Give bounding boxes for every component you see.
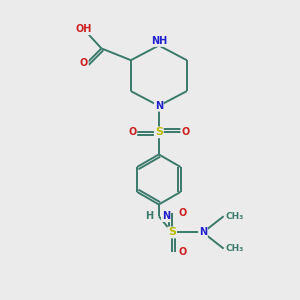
Text: N: N — [155, 101, 163, 111]
Text: NH: NH — [151, 36, 167, 46]
Text: O: O — [128, 127, 136, 137]
Text: O: O — [80, 58, 88, 68]
Text: S: S — [168, 227, 176, 237]
Text: H: H — [146, 211, 154, 221]
Text: S: S — [155, 127, 163, 137]
Text: OH: OH — [76, 24, 92, 34]
Text: CH₃: CH₃ — [225, 212, 243, 221]
Text: O: O — [178, 247, 187, 256]
Text: N: N — [162, 211, 170, 221]
Text: O: O — [178, 208, 187, 218]
Text: N: N — [199, 227, 207, 237]
Text: CH₃: CH₃ — [225, 244, 243, 253]
Text: O: O — [181, 127, 190, 137]
